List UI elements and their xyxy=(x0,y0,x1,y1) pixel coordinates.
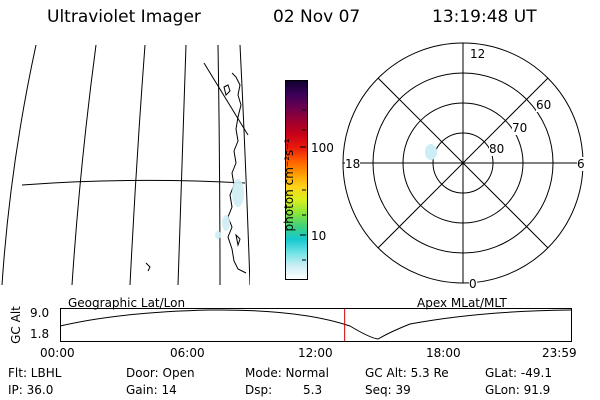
timeline-geo-label: Geographic Lat/Lon xyxy=(68,296,186,310)
time-label: 13:19:48 UT xyxy=(432,7,537,27)
timeline-tick-label: 12:00 xyxy=(298,346,333,360)
longitude-line xyxy=(1,45,37,285)
info-flt: Flt: LBHL xyxy=(8,366,62,380)
timeline-plot xyxy=(59,308,572,342)
timeline-ytick-bottom: 1.8 xyxy=(30,327,50,341)
coastline xyxy=(227,72,247,274)
timeline-ylabel: GC Alt xyxy=(9,306,23,344)
instrument-title: Ultraviolet Imager xyxy=(47,7,201,27)
coastline-islands xyxy=(145,84,241,272)
colorbar-tick-100: 100 xyxy=(311,141,334,155)
polar-plot xyxy=(342,42,584,284)
info-glon: GLon: 91.9 xyxy=(485,383,551,397)
timeline-tick-label: 00:00 xyxy=(40,346,75,360)
date-label: 02 Nov 07 xyxy=(273,7,361,27)
mlt-12-label: 12 xyxy=(470,47,486,61)
geographic-map xyxy=(1,45,250,285)
altitude-curve xyxy=(59,309,572,340)
mlat-60-label: 60 xyxy=(536,98,552,112)
info-dsp-label: Dsp: xyxy=(245,383,273,397)
colorbar-unit-label: photon cm⁻²s⁻¹ xyxy=(282,138,296,232)
mlat-70-label: 70 xyxy=(512,121,528,135)
info-door: Door: Open xyxy=(126,366,195,380)
info-mode: Mode: Normal xyxy=(245,366,329,380)
info-dsp-value: 5.3 xyxy=(303,383,323,397)
info-seq: Seq: 39 xyxy=(365,383,411,397)
polar-aurora-emission xyxy=(425,144,437,160)
aurora-emission xyxy=(215,179,244,239)
longitude-line xyxy=(239,45,250,285)
colorbar-ticks xyxy=(300,109,306,261)
info-gc-alt: GC Alt: 5.3 Re xyxy=(365,366,449,380)
mlt-18-label: 18 xyxy=(345,157,361,171)
info-ip: IP: 36.0 xyxy=(8,383,54,397)
mlt-6-label: 6 xyxy=(577,157,585,171)
longitude-line xyxy=(129,45,146,285)
mlt-0-label: 0 xyxy=(469,277,477,291)
timeline-ytick-top: 9.0 xyxy=(30,306,50,320)
timeline-tick-label: 18:00 xyxy=(426,346,461,360)
colorbar-tick-10: 10 xyxy=(311,229,327,243)
longitude-line xyxy=(217,45,221,285)
timeline-tick-label: 23:59 xyxy=(542,346,577,360)
mlat-80-label: 80 xyxy=(489,142,505,156)
longitude-line xyxy=(71,45,97,285)
timeline-tick-label: 06:00 xyxy=(170,346,205,360)
meridian-line xyxy=(203,62,249,136)
latitude-line xyxy=(21,179,246,186)
longitude-line xyxy=(177,45,187,285)
timeline-apex-label: Apex MLat/MLT xyxy=(417,296,507,310)
info-glat: GLat: -49.1 xyxy=(485,366,552,380)
info-gain: Gain: 14 xyxy=(126,383,177,397)
